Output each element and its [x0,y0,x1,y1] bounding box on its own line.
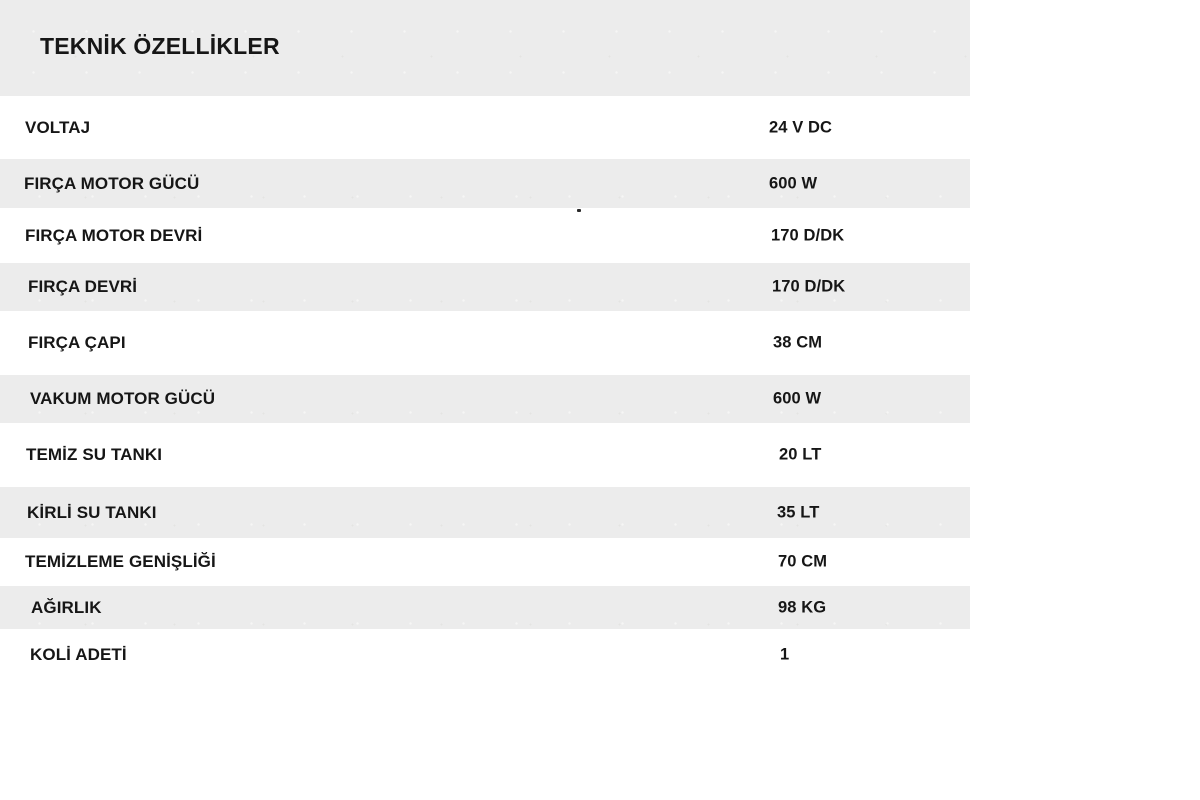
spec-label: FIRÇA MOTOR GÜCÜ [24,173,200,193]
spec-label: FIRÇA DEVRİ [28,277,138,296]
spec-row: KOLİ ADETİ 1 [0,629,970,680]
spec-row: VAKUM MOTOR GÜCÜ 600 W [0,375,970,423]
spec-row: TEMİZLEME GENİŞLİĞİ 70 CM [0,538,970,586]
spec-label: AĞIRLIK [31,597,102,617]
spec-value: 38 CM [773,333,823,352]
spec-row: FIRÇA MOTOR DEVRİ 170 D/DK [0,208,970,263]
spec-value: 24 V DC [769,118,833,136]
spec-label: FIRÇA ÇAPI [28,333,126,352]
spec-value: 600 W [769,174,818,192]
spec-row: KİRLİ SU TANKI 35 LT [0,487,970,538]
spec-row: AĞIRLIK 98 KG [0,586,970,629]
spec-table: VOLTAJ 24 V DC FIRÇA MOTOR GÜCÜ 600 W FI… [0,96,970,680]
spec-value: 1 [780,645,790,663]
spec-value: 98 KG [778,598,827,616]
spec-value: 170 D/DK [771,226,845,244]
spec-label: KOLİ ADETİ [30,644,127,664]
spec-label: TEMİZLEME GENİŞLİĞİ [25,552,216,571]
spec-row: FIRÇA ÇAPI 38 CM [0,311,970,375]
spec-label: FIRÇA MOTOR DEVRİ [25,225,203,245]
spec-label: KİRLİ SU TANKI [27,502,157,522]
spec-row: VOLTAJ 24 V DC [0,96,970,159]
spec-label: TEMİZ SU TANKI [26,445,163,464]
spec-value: 70 CM [778,552,828,571]
spec-value: 600 W [773,389,822,408]
spec-value: 170 D/DK [772,277,846,296]
spec-value: 20 LT [779,445,822,464]
spec-table-header: TEKNİK ÖZELLİKLER [0,0,970,96]
ink-dot-artifact [577,209,581,212]
spec-row: TEMİZ SU TANKI 20 LT [0,423,970,487]
spec-label: VOLTAJ [25,117,91,137]
spec-label: VAKUM MOTOR GÜCÜ [30,389,216,408]
page-title: TEKNİK ÖZELLİKLER [40,33,280,59]
spec-row: FIRÇA DEVRİ 170 D/DK [0,263,970,311]
spec-value: 35 LT [777,503,820,521]
spec-row: FIRÇA MOTOR GÜCÜ 600 W [0,159,970,208]
